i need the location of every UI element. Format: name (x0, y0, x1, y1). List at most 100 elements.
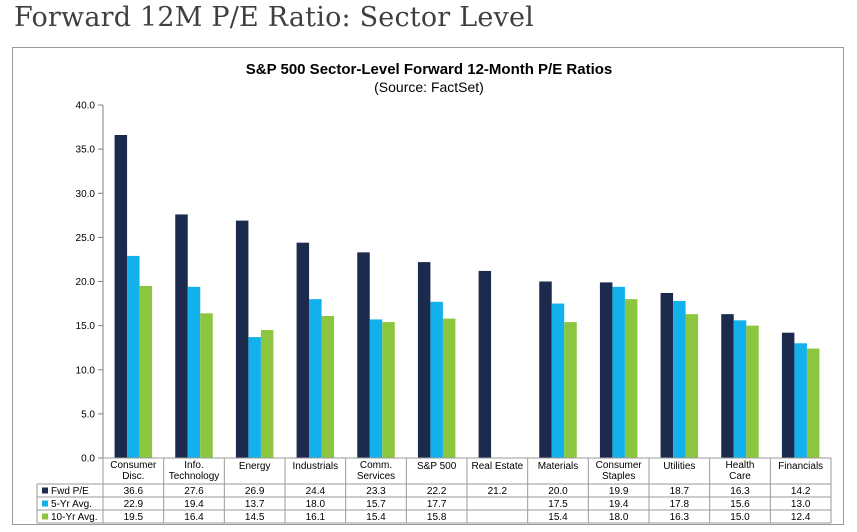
data-label: 15.4 (366, 512, 386, 523)
y-axis: 0.0 5.0 10.0 15.0 20.0 25.0 30.0 35.0 40.0 (76, 101, 104, 465)
bar (260, 330, 274, 458)
bar (369, 319, 383, 458)
data-label: 14.5 (245, 512, 265, 523)
data-label: 15.7 (366, 499, 386, 510)
bar (357, 252, 370, 458)
category-label: Consumer (596, 460, 643, 471)
data-label: 17.5 (548, 499, 568, 510)
data-label: 15.8 (427, 512, 447, 523)
category-label: Health (726, 460, 755, 471)
chart-subtitle: (Source: FactSet) (374, 79, 484, 95)
data-label: 16.1 (306, 512, 326, 523)
category-label: Financials (778, 461, 823, 472)
bar (806, 348, 820, 458)
category-label: Services (357, 471, 395, 482)
bar (624, 299, 638, 458)
bar (551, 303, 565, 458)
data-label: 20.0 (548, 486, 568, 497)
bar (187, 286, 201, 458)
legend-swatch (42, 487, 48, 494)
category-label: S&P 500 (417, 461, 457, 472)
data-label: 15.6 (730, 499, 750, 510)
y-tick-label: 25.0 (76, 233, 96, 244)
pe-ratio-chart: S&P 500 Sector-Level Forward 12-Month P/… (36, 61, 832, 524)
data-label: 16.4 (184, 512, 204, 523)
bar-area (114, 135, 820, 458)
legend-swatch (42, 513, 48, 520)
y-tick-label: 0.0 (81, 454, 95, 465)
data-label: 18.0 (609, 512, 629, 523)
data-label: 15.0 (730, 512, 750, 523)
y-tick-label: 30.0 (76, 189, 96, 200)
data-label: 17.8 (670, 499, 690, 510)
y-tick-label: 35.0 (76, 145, 96, 156)
bar (599, 282, 613, 458)
data-label: 18.7 (670, 486, 690, 497)
category-label: Info. (184, 460, 203, 471)
data-label: 36.6 (124, 486, 144, 497)
bar (200, 313, 213, 458)
category-label: Industrials (293, 461, 339, 472)
category-label: Care (729, 471, 751, 482)
data-label: 13.7 (245, 499, 265, 510)
y-tick-label: 10.0 (76, 365, 96, 376)
data-label: 18.0 (306, 499, 326, 510)
legend-swatch (42, 500, 48, 507)
bar (296, 242, 310, 458)
category-label: Staples (602, 471, 635, 482)
y-tick-label: 15.0 (76, 321, 96, 332)
category-label: Comm. (360, 460, 392, 471)
data-label: 26.9 (245, 486, 265, 497)
bar (417, 262, 431, 458)
bar (539, 281, 552, 458)
bar (660, 292, 674, 458)
chart-frame: S&P 500 Sector-Level Forward 12-Month P/… (12, 47, 844, 525)
data-label: 27.6 (184, 486, 204, 497)
bar (733, 320, 747, 458)
data-label: 19.9 (609, 486, 629, 497)
data-label: 23.3 (366, 486, 386, 497)
data-label: 19.4 (184, 499, 204, 510)
bar (721, 314, 734, 458)
bar (781, 332, 795, 458)
bar (564, 322, 577, 458)
y-tick-label: 5.0 (81, 409, 95, 420)
bar (673, 300, 686, 458)
legend-label: 5-Yr Avg. (51, 499, 92, 510)
data-label: 19.4 (609, 499, 629, 510)
bar (685, 314, 699, 458)
bar (442, 318, 456, 458)
bar (746, 325, 759, 458)
legend-label: 10-Yr Avg. (51, 512, 98, 523)
data-label: 22.2 (427, 486, 447, 497)
bar (175, 214, 188, 458)
legend-label: Fwd P/E (51, 486, 89, 497)
bar (321, 315, 335, 458)
data-label: 24.4 (306, 486, 326, 497)
data-label: 16.3 (670, 512, 690, 523)
bar (309, 299, 322, 458)
category-label: Energy (239, 461, 271, 472)
bar (612, 286, 625, 458)
data-label: 21.2 (488, 486, 508, 497)
bar (430, 301, 443, 458)
chart-title: S&P 500 Sector-Level Forward 12-Month P/… (246, 61, 613, 78)
bar (794, 343, 807, 458)
data-label: 12.4 (791, 512, 811, 523)
category-label: Materials (538, 461, 579, 472)
page-title: Forward 12M P/E Ratio: Sector Level (14, 2, 534, 33)
category-label: Consumer (110, 460, 157, 471)
bar (248, 337, 261, 458)
data-label: 13.0 (791, 499, 811, 510)
category-label: Technology (169, 471, 220, 482)
y-tick-label: 40.0 (76, 101, 96, 112)
data-label: 17.7 (427, 499, 447, 510)
data-label: 16.3 (730, 486, 750, 497)
data-label: 22.9 (124, 499, 144, 510)
data-label: 15.4 (548, 512, 568, 523)
bar (139, 285, 153, 458)
bar (235, 220, 249, 458)
bar (127, 255, 140, 458)
category-label: Disc. (122, 471, 144, 482)
